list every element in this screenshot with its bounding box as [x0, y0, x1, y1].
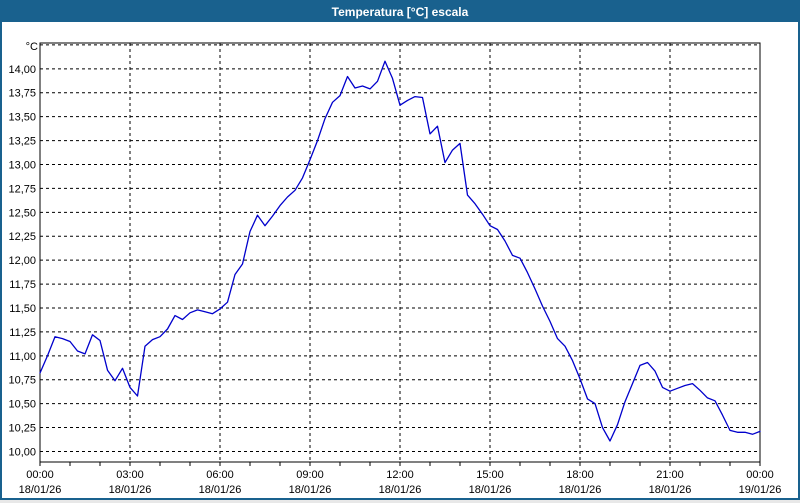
x-tick-time-label: 03:00 — [116, 469, 144, 481]
x-tick-date-label: 18/01/26 — [559, 484, 602, 496]
title-bar: Temperatura [°C] escala — [2, 2, 798, 22]
y-tick-label: 13,50 — [8, 112, 36, 124]
x-tick-time-label: 15:00 — [476, 469, 504, 481]
y-tick-label: 12,75 — [8, 183, 36, 195]
y-tick-label: 14,00 — [8, 64, 36, 76]
y-tick-label: 10,75 — [8, 375, 36, 387]
y-tick-label: 11,50 — [9, 303, 36, 315]
x-tick-date-label: 18/01/26 — [649, 484, 692, 496]
y-tick-label: 10,25 — [8, 423, 36, 435]
y-axis-unit-label: °C — [26, 41, 38, 53]
y-tick-label: 10,00 — [8, 446, 36, 458]
x-tick-time-label: 12:00 — [386, 469, 414, 481]
y-tick-label: 13,00 — [8, 159, 36, 171]
plot-frame — [39, 42, 761, 463]
x-tick-date-label: 19/01/26 — [739, 484, 782, 496]
y-tick-label: 11,00 — [9, 351, 36, 363]
temperature-chart: °C 14,00 13,75 13,50 13,25 13,00 12,75 12,50 12,… — [8, 41, 782, 496]
y-tick-label: 12,50 — [8, 207, 36, 219]
y-tick-label: 13,25 — [8, 136, 36, 148]
x-tick-date-label: 18/01/26 — [199, 484, 242, 496]
x-tick-time-label: 18:00 — [566, 469, 594, 481]
x-tick-time-label: 00:00 — [26, 469, 54, 481]
x-tick-date-label: 18/01/26 — [379, 484, 422, 496]
y-tick-label: 13,75 — [8, 88, 36, 100]
y-tick-label: 11,25 — [9, 327, 36, 339]
y-tick-label: 11,75 — [9, 279, 36, 291]
x-tick-date-label: 18/01/26 — [109, 484, 152, 496]
chart-area: °C 14,00 13,75 13,50 13,25 13,00 12,75 12,50 12,… — [2, 22, 798, 498]
x-tick-time-label: 00:00 — [746, 469, 774, 481]
y-tick-label: 12,00 — [8, 255, 36, 267]
y-tick-label: 10,50 — [8, 399, 36, 411]
y-tick-label: 12,25 — [8, 231, 36, 243]
x-tick-date-label: 18/01/26 — [19, 484, 62, 496]
series-line-temperatura — [39, 60, 761, 442]
x-tick-time-label: 06:00 — [206, 469, 234, 481]
x-tick-date-label: 18/01/26 — [289, 484, 332, 496]
window-title: Temperatura [°C] escala — [331, 5, 469, 19]
x-tick-time-label: 09:00 — [296, 469, 324, 481]
x-tick-time-label: 21:00 — [656, 469, 684, 481]
x-tick-date-label: 18/01/26 — [469, 484, 512, 496]
